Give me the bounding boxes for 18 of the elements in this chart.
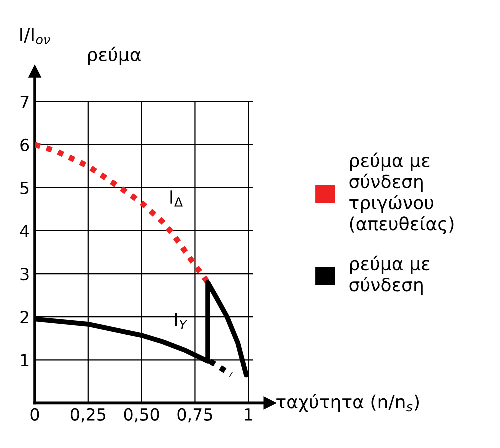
y-tick-label: 2 bbox=[20, 311, 28, 324]
y-tick-label: 4 bbox=[20, 225, 30, 238]
y-tick-label: 3 bbox=[20, 268, 29, 281]
annotation: I$_{Δ}$ bbox=[170, 190, 183, 207]
legend-label: ρεύμα με σύνδεση bbox=[350, 256, 430, 296]
x-tick-label: 0 bbox=[30, 408, 40, 421]
y-tick-label: 7 bbox=[20, 96, 29, 108]
x-tick-label: 1 bbox=[245, 408, 252, 421]
y-tick-label: 5 bbox=[20, 182, 29, 194]
y-axis-title: I/I$_{ον}$ bbox=[20, 28, 50, 45]
y-tick-label: 1 bbox=[21, 354, 29, 366]
x-tick-label: 0,50 bbox=[124, 408, 160, 423]
x-axis-title: ταχύτητα (n/n$_{s}$) bbox=[276, 394, 419, 412]
text: ρεύμα bbox=[88, 46, 141, 66]
x-tick-label: 0,75 bbox=[178, 408, 212, 423]
y-tick-label: 6 bbox=[20, 138, 30, 152]
x-tick-label: 0,25 bbox=[70, 408, 106, 423]
legend-label: ρεύμα με σύνδεση τριγώνου (απευθείας) bbox=[350, 152, 454, 234]
